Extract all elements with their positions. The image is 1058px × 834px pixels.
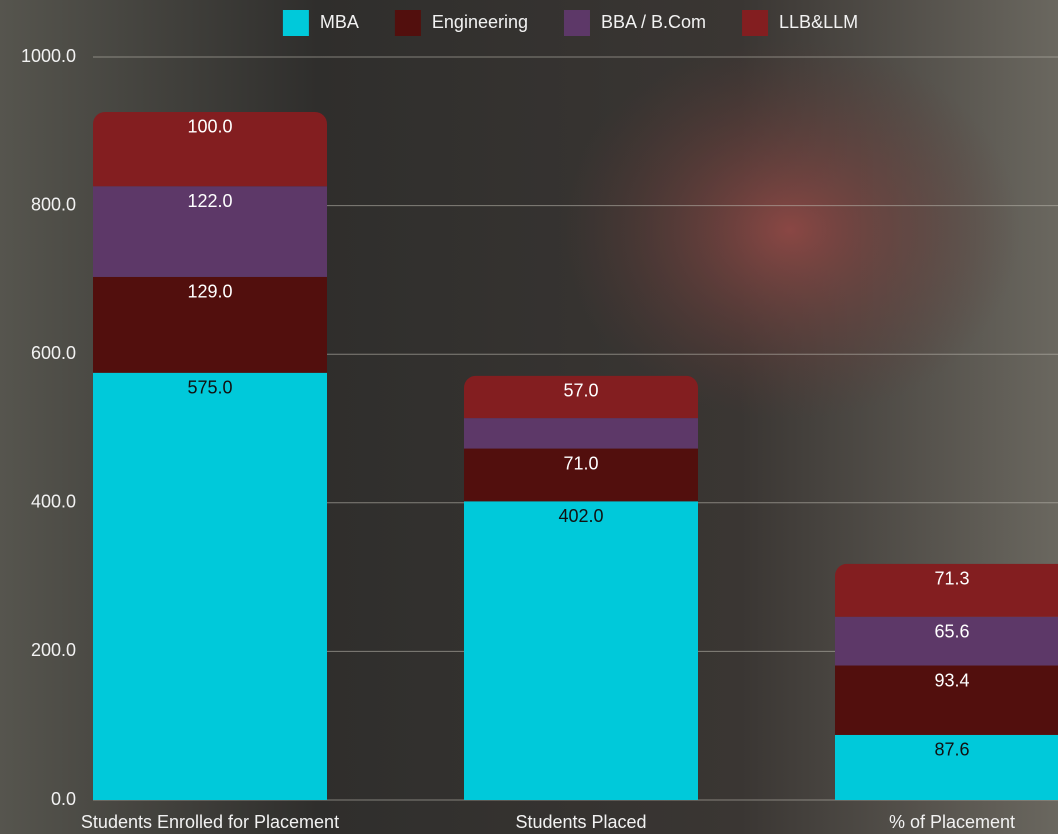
x-tick-label: Students Placed: [515, 812, 646, 832]
bar-segment: [464, 501, 698, 800]
value-label: 122.0: [187, 191, 232, 211]
bar-segment: [464, 375, 698, 419]
value-label: 129.0: [187, 282, 232, 302]
bar-segment: [464, 418, 698, 449]
value-label: 71.3: [934, 569, 969, 589]
bar-segment: [93, 276, 327, 373]
value-label: 575.0: [187, 378, 232, 398]
bar-segment: [835, 734, 1058, 800]
legend: MBA Engineering BBA / B.Com LLB&LLM: [282, 10, 858, 36]
value-label: 71.0: [563, 453, 598, 473]
bar-segment: [835, 616, 1058, 666]
value-label: 65.6: [934, 622, 969, 642]
y-tick-label: 1000.0: [21, 46, 76, 66]
y-tick-label: 200.0: [31, 640, 76, 660]
bar-segment: [93, 186, 327, 277]
bar-segment: [93, 111, 327, 187]
legend-swatch: [282, 10, 309, 36]
legend-swatch: [563, 10, 590, 36]
legend-label: BBA / B.Com: [601, 12, 706, 32]
value-label: 402.0: [558, 506, 603, 526]
bar-stack: [93, 111, 327, 800]
value-label: 57.0: [563, 380, 598, 400]
value-label: 93.4: [934, 670, 969, 690]
x-tick-label: % of Placement: [889, 812, 1015, 832]
x-tick-label: Students Enrolled for Placement: [81, 812, 339, 832]
legend-swatch: [394, 10, 421, 36]
bar-segment: [835, 563, 1058, 617]
value-label: 100.0: [187, 117, 232, 137]
legend-label: Engineering: [432, 12, 528, 32]
bar-stack: [464, 375, 698, 800]
bar-segment: [835, 665, 1058, 735]
y-tick-label: 800.0: [31, 194, 76, 214]
legend-label: LLB&LLM: [779, 12, 858, 32]
value-label: 87.6: [934, 740, 969, 760]
bar-segment: [93, 372, 327, 800]
y-tick-label: 0.0: [51, 789, 76, 809]
y-tick-label: 400.0: [31, 492, 76, 512]
background-photo-detail: [560, 40, 1020, 420]
legend-swatch: [742, 10, 769, 36]
y-tick-label: 600.0: [31, 343, 76, 363]
bar-segment: [464, 448, 698, 502]
bar-stack: [835, 563, 1058, 800]
legend-label: MBA: [320, 12, 359, 32]
